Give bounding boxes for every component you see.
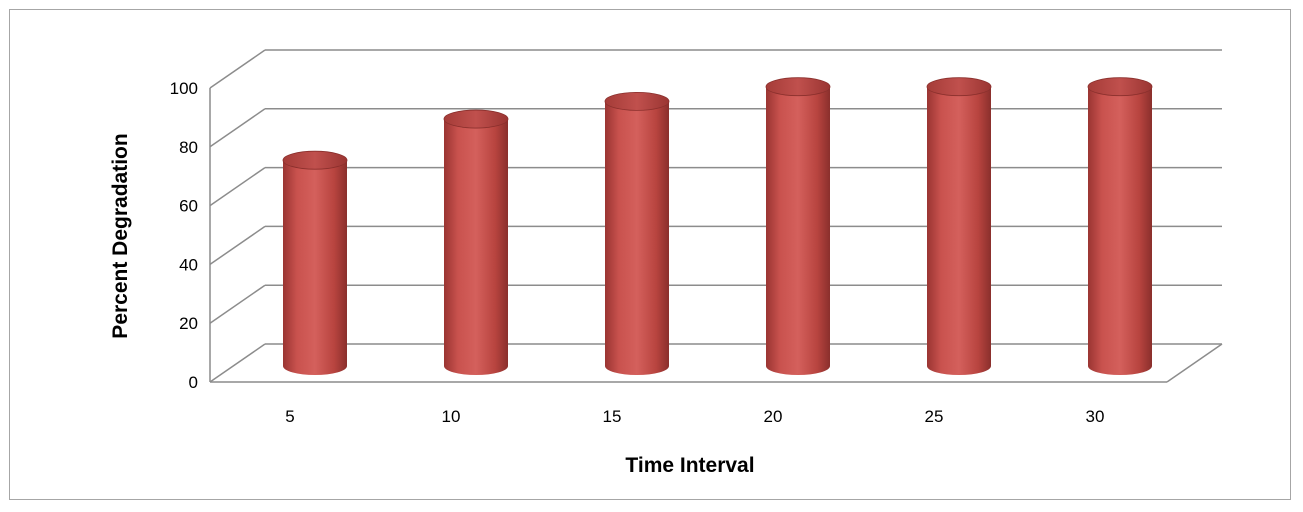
x-tick-label: 5	[285, 407, 294, 426]
bar-top-cap	[282, 150, 348, 170]
bar-cylinder	[282, 150, 348, 375]
bar-top-cap	[1087, 77, 1153, 97]
bar-body	[283, 160, 347, 375]
floor-right-edge	[1166, 343, 1223, 383]
y-axis-title: Percent Degradation	[109, 133, 132, 338]
y-tick-label: 0	[189, 373, 198, 392]
gridline-side	[209, 225, 266, 266]
bar-top-cap	[765, 77, 831, 97]
gridline-side	[209, 284, 266, 324]
x-tick-label: 10	[442, 407, 461, 426]
y-axis-ticks: 0 20 40 60 80 100	[170, 79, 198, 392]
bar-top-cap	[926, 77, 992, 97]
bar-body	[766, 86, 830, 375]
x-tick-label: 15	[603, 407, 622, 426]
y-tick-label: 40	[179, 255, 198, 274]
bar-body	[444, 119, 508, 375]
bar-cylinder	[765, 77, 831, 375]
gridline-side	[209, 108, 266, 148]
x-axis-ticks: 5 10 15 20 25 30	[285, 407, 1104, 426]
x-tick-label: 30	[1086, 407, 1105, 426]
bar-top-cap	[443, 109, 509, 129]
bars	[282, 77, 1153, 376]
bar-body	[927, 86, 991, 375]
y-tick-label: 100	[170, 79, 198, 98]
x-tick-label: 20	[764, 407, 783, 426]
bar-cylinder	[926, 77, 992, 375]
y-tick-label: 20	[179, 314, 198, 333]
grid-lines	[209, 49, 1223, 383]
bar-cylinder	[443, 109, 509, 375]
x-axis-title: Time Interval	[625, 454, 754, 477]
gridline-side	[209, 166, 266, 207]
bar-body	[1088, 86, 1152, 375]
bar-top-cap	[604, 92, 670, 111]
y-tick-label: 80	[179, 138, 198, 157]
y-tick-label: 60	[179, 197, 198, 216]
x-tick-label: 25	[925, 407, 944, 426]
gridline-side	[209, 343, 266, 383]
bar-cylinder	[1087, 77, 1153, 375]
bar-body	[605, 101, 669, 376]
bar-cylinder	[604, 92, 670, 376]
gridline-side	[209, 49, 266, 89]
